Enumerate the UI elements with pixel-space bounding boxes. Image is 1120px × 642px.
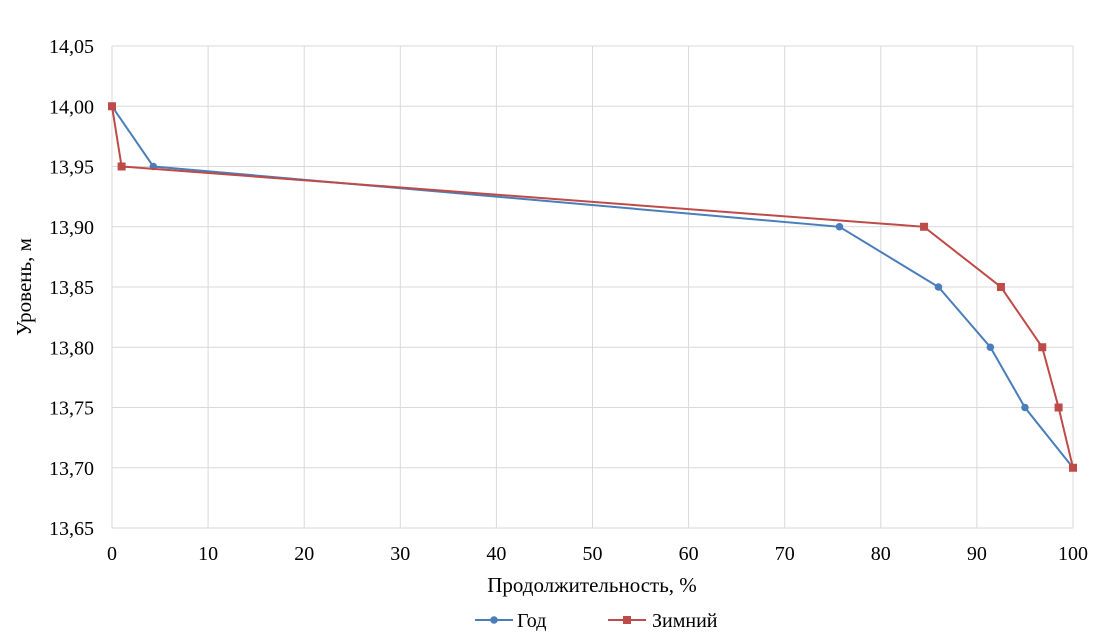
data-point (920, 222, 929, 231)
y-tick-label: 13,70 (49, 458, 94, 480)
x-tick-label: 80 (871, 543, 891, 565)
y-tick-label: 13,65 (49, 518, 94, 540)
y-tick-label: 14,00 (49, 96, 94, 118)
y-axis-tick-labels: 13,65 13,70 13,75 13,80 13,85 13,90 13,95 14,00… (49, 36, 94, 540)
legend-item: Зимний (608, 610, 718, 632)
x-tick-label: 20 (294, 543, 314, 565)
legend-label: Зимний (652, 610, 718, 632)
x-tick-label: 30 (390, 543, 410, 565)
data-point (108, 102, 116, 111)
series-layer (108, 102, 1077, 472)
data-point (934, 283, 943, 291)
y-tick-label: 14,05 (49, 36, 94, 58)
x-axis-tick-labels: 0 10 20 30 40 50 60 70 80 90 100 (107, 543, 1088, 565)
y-axis-title: Уровень, м (12, 238, 36, 336)
data-point (117, 162, 126, 171)
y-tick-label: 13,90 (49, 217, 94, 239)
legend-marker (490, 616, 498, 624)
y-tick-label: 13,80 (49, 337, 94, 359)
x-tick-label: 90 (967, 543, 987, 565)
data-point (1038, 343, 1047, 352)
y-tick-label: 13,85 (49, 277, 94, 299)
legend-label: Год (517, 610, 546, 632)
x-tick-label: 60 (679, 543, 699, 565)
legend-marker (623, 616, 631, 624)
data-point (1054, 403, 1063, 412)
x-tick-label: 50 (583, 543, 603, 565)
grid (111, 45, 1074, 529)
data-point (835, 222, 844, 231)
x-tick-label: 10 (198, 543, 218, 565)
x-tick-label: 0 (107, 543, 117, 565)
y-tick-label: 13,95 (49, 157, 94, 179)
x-tick-label: 40 (486, 543, 506, 565)
y-tick-label: 13,75 (49, 398, 94, 420)
x-tick-label: 70 (775, 543, 795, 565)
data-point (996, 283, 1005, 291)
legend-item: Год (475, 610, 546, 632)
data-point (1069, 463, 1077, 472)
legend: Год Зимний (475, 610, 718, 632)
data-point (1021, 403, 1029, 412)
series-2 (108, 102, 1077, 472)
x-axis-title: Продолжительность, % (487, 573, 697, 597)
data-point (986, 343, 995, 352)
x-tick-label: 100 (1058, 543, 1088, 565)
